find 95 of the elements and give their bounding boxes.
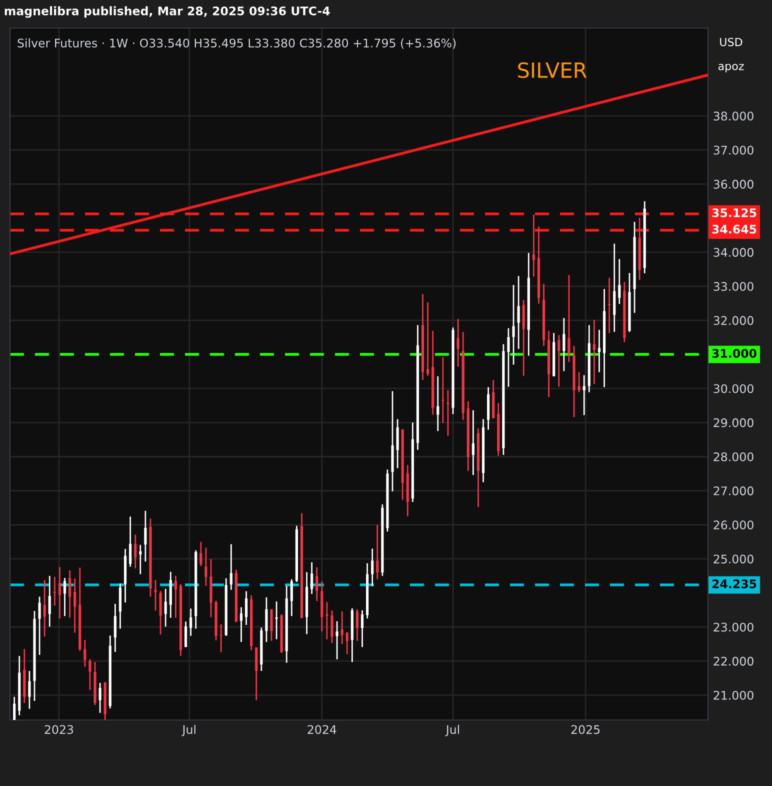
candlestick [38, 596, 41, 656]
candlestick [68, 570, 72, 618]
candlestick [58, 566, 61, 620]
candlestick [396, 418, 399, 469]
candlestick [74, 578, 76, 634]
y-tick-label: 27.000 [714, 486, 754, 496]
candlestick [114, 603, 116, 653]
candlestick [340, 610, 344, 645]
candlestick [346, 632, 348, 655]
ref-line-label: 35.125 [712, 208, 756, 218]
candlestick [522, 299, 525, 377]
candlestick [134, 534, 137, 570]
candlestick [200, 541, 202, 567]
candlestick [129, 516, 132, 568]
ref-line-label: 24.235 [712, 579, 756, 588]
candlestick [144, 510, 147, 562]
candlestick [53, 576, 56, 606]
y-tick-label: 30.000 [714, 384, 754, 394]
candlestick [270, 608, 273, 642]
candlestick [275, 600, 278, 640]
y-tick-label: 21.000 [714, 690, 754, 700]
candlestick [154, 579, 157, 612]
candlestick [446, 389, 450, 437]
candlestick [618, 258, 621, 305]
candlestick [442, 356, 444, 424]
candlestick [159, 590, 162, 636]
candlestick [220, 624, 222, 653]
candlestick [88, 658, 92, 691]
candlestick [330, 610, 334, 644]
candlestick [532, 214, 535, 278]
candlestick [43, 579, 46, 638]
text: apoz [718, 64, 744, 72]
candlestick [204, 546, 208, 586]
candlestick [578, 371, 580, 393]
x-tick-label: Jul [182, 724, 196, 736]
candlestick [190, 608, 192, 637]
candlestick [436, 376, 440, 432]
candlestick [562, 317, 566, 372]
candlestick [28, 670, 31, 710]
x-tick-label: 2025 [571, 725, 600, 734]
y-tick-label: 23.000 [714, 622, 754, 632]
y-tick-label: 32.000 [714, 316, 754, 325]
candlestick [265, 596, 268, 643]
candlestick [290, 578, 293, 617]
y-tick-label: 38.000 [714, 112, 754, 121]
candlestick [568, 274, 570, 363]
y-tick-label: 22.000 [714, 656, 754, 666]
candlestick [230, 543, 232, 591]
text: USD [720, 38, 742, 46]
candlestick [512, 284, 515, 366]
y-tick-label: 34.000 [714, 248, 754, 257]
annotation: SILVER [518, 62, 587, 78]
candlestick [456, 318, 460, 368]
candlestick [592, 319, 596, 385]
y-tick-label: 29.000 [714, 418, 754, 428]
y-tick-label: 28.000 [714, 452, 754, 462]
candlestick [371, 548, 374, 587]
candlestick [316, 566, 318, 602]
candlestick [360, 610, 364, 648]
ref-line-label: 34.645 [712, 224, 756, 234]
text: Silver Futures · 1W · O33.540 H35.495 L33.380 C35.280 +1.795 (+5.36%) [18, 38, 456, 49]
y-tick-label: 26.000 [714, 520, 754, 530]
candlestick [613, 242, 616, 333]
ref-line-label: 31.000 [712, 348, 756, 358]
candlestick [426, 302, 430, 377]
candlestick [582, 374, 586, 416]
candlestick [255, 646, 258, 701]
candlestick [558, 334, 560, 388]
candlestick [84, 639, 86, 668]
candlestick [139, 544, 142, 575]
candlestick [356, 608, 358, 642]
candlestick [184, 620, 188, 648]
x-tick-label: Jul [445, 724, 460, 736]
y-tick-label: 25.000 [714, 554, 754, 564]
x-tick-label: 2023 [44, 725, 74, 734]
candlestick [244, 590, 248, 626]
candlestick [310, 562, 314, 595]
candlestick [376, 524, 379, 580]
candlestick [240, 606, 243, 643]
candlestick [472, 410, 474, 476]
candlestick [507, 327, 510, 388]
candlestick [98, 682, 102, 714]
candlestick [598, 329, 601, 373]
y-tick-label: 33.000 [714, 282, 754, 291]
candlestick [174, 575, 177, 618]
candlestick [608, 277, 611, 334]
candlestick [336, 620, 338, 660]
x-tick-label: 2024 [308, 725, 336, 734]
y-tick-label: 36.000 [714, 180, 754, 189]
candlestick [63, 577, 66, 617]
candlestick [164, 588, 167, 628]
y-tick-label: 37.000 [714, 146, 754, 155]
candlestick [517, 275, 520, 350]
candlestick [48, 575, 51, 628]
text: magnelibra published, Mar 28, 2025 09:36 UTC-4 [4, 6, 330, 18]
